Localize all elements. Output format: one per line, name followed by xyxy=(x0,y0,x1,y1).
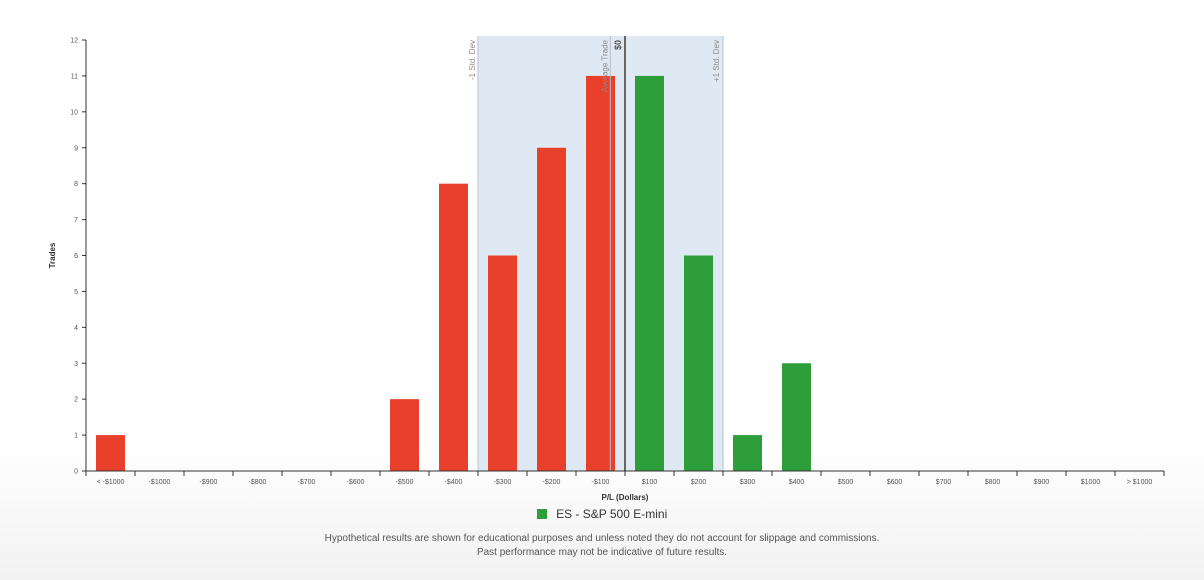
bar-14[interactable] xyxy=(782,363,811,471)
x-tick-label-2: -$900 xyxy=(200,479,218,486)
y-tick-label-4: 4 xyxy=(74,325,78,332)
y-tick-label-8: 8 xyxy=(74,181,78,188)
x-tick-label-4: -$700 xyxy=(298,479,316,486)
average-trade-label: Average Trade xyxy=(600,39,609,92)
y-tick-label-7: 7 xyxy=(74,217,78,224)
x-tick-label-17: $700 xyxy=(936,479,952,486)
legend-swatch xyxy=(536,509,547,519)
x-tick-label-7: -$400 xyxy=(445,479,463,486)
bar-12[interactable] xyxy=(684,255,713,472)
y-tick-label-3: 3 xyxy=(74,361,78,368)
disclaimer-line-2: Past performance may not be indicative o… xyxy=(476,547,728,558)
y-tick-label-2: 2 xyxy=(74,397,78,404)
y-tick-label-12: 12 xyxy=(70,38,78,45)
y-tick-label-0: 0 xyxy=(74,469,78,476)
minus-std-dev-label: -1 Std. Dev xyxy=(468,40,477,80)
x-tick-label-6: -$500 xyxy=(396,479,414,486)
x-tick-label-19: $900 xyxy=(1034,479,1050,486)
disclaimer: Hypothetical results are shown for educa… xyxy=(0,532,1204,560)
x-tick-label-9: -$200 xyxy=(543,479,561,486)
x-tick-label-0: < -$1000 xyxy=(97,479,125,486)
x-tick-label-20: $1000 xyxy=(1081,479,1101,486)
legend-label: ES - S&P 500 E-mini xyxy=(556,507,668,521)
x-tick-label-11: $100 xyxy=(642,479,658,486)
x-tick-label-10: -$100 xyxy=(592,479,610,486)
x-tick-label-1: -$1000 xyxy=(149,479,171,486)
y-axis-title: Trades xyxy=(48,242,57,268)
y-tick-label-10: 10 xyxy=(70,109,78,116)
x-tick-label-14: $400 xyxy=(789,479,805,486)
legend[interactable]: ES - S&P 500 E-mini xyxy=(0,507,1204,521)
y-tick-label-9: 9 xyxy=(74,145,78,152)
bar-8[interactable] xyxy=(488,255,517,472)
x-tick-label-21: > $1000 xyxy=(1127,479,1153,486)
y-tick-label-1: 1 xyxy=(74,433,78,440)
x-tick-label-8: -$300 xyxy=(494,479,512,486)
x-tick-label-3: -$800 xyxy=(249,479,267,486)
bar-0[interactable] xyxy=(96,435,125,471)
bar-6[interactable] xyxy=(390,399,419,471)
plus-std-dev-label: +1 Std. Dev xyxy=(712,40,721,82)
y-tick-label-11: 11 xyxy=(71,73,78,80)
x-tick-label-5: -$600 xyxy=(347,479,365,486)
disclaimer-line-1: Hypothetical results are shown for educa… xyxy=(324,533,880,544)
bar-13[interactable] xyxy=(733,435,762,471)
y-tick-label-6: 6 xyxy=(74,253,78,260)
x-tick-label-16: $600 xyxy=(887,479,903,486)
y-tick-label-5: 5 xyxy=(74,289,78,296)
bar-7[interactable] xyxy=(439,183,468,471)
x-axis-title: P/L (Dollars) xyxy=(602,493,649,502)
x-tick-label-12: $200 xyxy=(691,479,707,486)
x-tick-label-13: $300 xyxy=(740,479,756,486)
zero-label: $0 xyxy=(613,40,623,50)
x-tick-label-18: $800 xyxy=(985,479,1001,486)
x-tick-label-15: $500 xyxy=(838,479,854,486)
bar-9[interactable] xyxy=(537,147,566,471)
bar-11[interactable] xyxy=(635,75,664,472)
